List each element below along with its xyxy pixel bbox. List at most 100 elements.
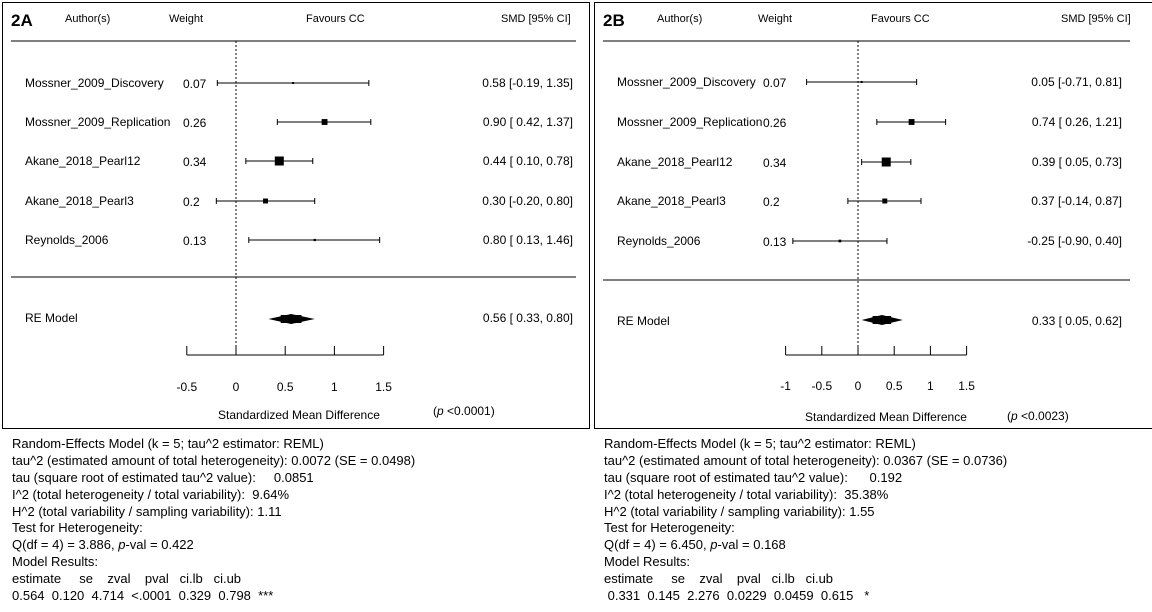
x-axis-label: Standardized Mean Difference [218, 408, 380, 422]
point-estimate-box [860, 81, 863, 83]
study-name: Mossner_2009_Discovery [617, 75, 756, 89]
x-axis-label: Standardized Mean Difference [805, 410, 967, 424]
q-test-stat: Q(df = 4) = 6.450, [604, 537, 711, 553]
summary-band [280, 315, 302, 323]
p-value: <0.0001 [444, 404, 491, 418]
header-author: Author(s) [65, 13, 110, 25]
study-weight: 0.07 [763, 76, 787, 90]
study-rows: Mossner_2009_Discovery 0.07 0.58 [-0.19, 1… [25, 41, 573, 355]
study-name: Mossner_2009_Replication [25, 115, 170, 129]
summary-band [872, 316, 892, 324]
x-axis: -1 -0.5 0 0.5 1 1.5 [780, 346, 975, 393]
x-tick-label: 0.5 [886, 379, 903, 393]
point-estimate-box [881, 157, 891, 167]
point-estimate-box [882, 198, 888, 204]
study-weight: 0.2 [763, 195, 780, 209]
point-estimate-box [908, 119, 915, 125]
study-name: Akane_2018_Pearl3 [25, 194, 134, 208]
q-test-p-symbol: p [118, 537, 126, 553]
study-name: Mossner_2009_Replication [617, 115, 762, 129]
header-favours: Favours CC [306, 13, 365, 25]
results-values: 0.331 0.145 2.276 0.0229 0.0459 0.615 * [604, 588, 870, 604]
model-results-title: Model Results: [12, 554, 98, 570]
tau2-line: tau^2 (estimated amount of total heterog… [12, 452, 416, 468]
study-weight: 0.07 [183, 77, 207, 91]
h2-line: H^2 (total variability / sampling variab… [12, 503, 282, 519]
model-description: Random-Effects Model (k = 5; tau^2 estim… [604, 436, 916, 451]
heterogeneity-title: Test for Heterogeneity: [604, 520, 735, 536]
x-tick-label: -0.5 [176, 380, 197, 394]
study-row: Akane_2018_Pearl3 0.2 0.37 [-0.14, 0.87] [617, 194, 1122, 209]
study-row: Mossner_2009_Replication 0.26 0.90 [ 0.42,… [25, 115, 573, 130]
study-weight: 0.2 [183, 195, 200, 209]
p-symbol: p [1010, 409, 1018, 423]
x-tick-label: 1 [331, 380, 338, 394]
tau-line: tau (square root of estimated tau^2 valu… [12, 469, 314, 485]
i2-line: I^2 (total heterogeneity / total variabi… [604, 486, 889, 502]
summary-label: RE Model [25, 311, 78, 325]
x-tick-label: -0.5 [811, 379, 832, 393]
q-test-pval: -val = 0.422 [125, 537, 194, 553]
point-estimate-box [321, 119, 328, 125]
x-tick-label: 0.5 [277, 380, 294, 394]
study-ci-text: 0.80 [ 0.13, 1.46] [483, 233, 573, 247]
summary-ci: 0.33 [ 0.05, 0.62] [1032, 314, 1122, 328]
study-weight: 0.13 [183, 234, 207, 248]
x-tick-label: 0 [855, 379, 862, 393]
study-weight: 0.34 [183, 155, 207, 169]
p-value-note: (p <0.0001) [433, 404, 495, 418]
study-weight: 0.34 [763, 156, 787, 170]
results-values: 0.564 0.120 4.714 <.0001 0.329 0.798 *** [12, 588, 274, 604]
study-ci-text: 0.37 [-0.14, 0.87] [1031, 194, 1122, 208]
study-row: Reynolds_2006 0.13 -0.25 [-0.90, 0.40] [617, 234, 1122, 249]
q-test-line: Q(df = 4) = 3.886, p-val = 0.422 [12, 537, 572, 554]
study-ci-text: 0.44 [ 0.10, 0.78] [483, 154, 573, 168]
panel-label: 2B [603, 11, 625, 30]
heterogeneity-title: Test for Heterogeneity: [12, 520, 143, 536]
header-author: Author(s) [657, 13, 702, 25]
header-favours: Favours CC [871, 13, 930, 25]
p-value: <0.0023 [1018, 409, 1065, 423]
point-estimate-box [263, 198, 268, 204]
x-tick-label: -1 [780, 379, 791, 393]
model-description: Random-Effects Model (k = 5; tau^2 estim… [12, 436, 324, 451]
study-ci-text: 0.30 [-0.20, 0.80] [482, 194, 573, 208]
header-weight: Weight [169, 13, 203, 25]
study-row: Mossner_2009_Discovery 0.07 0.05 [-0.71, 0… [617, 75, 1122, 90]
study-rows: Mossner_2009_Discovery 0.07 0.05 [-0.71, 0… [617, 41, 1122, 355]
point-estimate-box [838, 239, 842, 243]
x-tick-label: 1.5 [375, 380, 392, 394]
study-row: Akane_2018_Pearl3 0.2 0.30 [-0.20, 0.80] [25, 194, 573, 209]
i2-line: I^2 (total heterogeneity / total variabi… [12, 486, 290, 502]
study-weight: 0.26 [183, 116, 207, 130]
study-name: Reynolds_2006 [617, 234, 701, 248]
p-symbol: p [436, 404, 444, 418]
x-tick-label: 1.5 [958, 379, 975, 393]
tau2-line: tau^2 (estimated amount of total heterog… [604, 452, 1008, 468]
point-estimate-box [292, 82, 295, 84]
study-row: Akane_2018_Pearl12 0.34 0.44 [ 0.10, 0.78] [25, 154, 573, 169]
study-ci-text: 0.74 [ 0.26, 1.21] [1032, 115, 1122, 129]
h2-line: H^2 (total variability / sampling variab… [604, 503, 875, 519]
study-ci-text: 0.58 [-0.19, 1.35] [482, 76, 573, 90]
model-stats-right: Random-Effects Model (k = 5; tau^2 estim… [604, 436, 1152, 605]
tau-line: tau (square root of estimated tau^2 valu… [604, 469, 903, 485]
study-ci-text: 0.39 [ 0.05, 0.73] [1032, 155, 1122, 169]
point-estimate-box [313, 238, 316, 242]
study-name: Akane_2018_Pearl3 [617, 194, 726, 208]
q-test-line: Q(df = 4) = 6.450, p-val = 0.168 [604, 537, 1152, 554]
header-smd: SMD [95% CI] [501, 13, 571, 25]
study-ci-text: 0.90 [ 0.42, 1.37] [483, 115, 573, 129]
results-columns: estimate se zval pval ci.lb ci.ub [604, 571, 834, 587]
x-axis: -0.5 0 0.5 1 1.5 [176, 346, 392, 394]
point-estimate-box [274, 156, 284, 166]
model-results-title: Model Results: [604, 554, 690, 570]
model-stats-left: Random-Effects Model (k = 5; tau^2 estim… [12, 436, 572, 605]
forest-plot-2a: 2A Author(s) Weight Favours CC SMD [95% … [2, 2, 590, 429]
header-smd: SMD [95% CI] [1061, 13, 1131, 25]
p-value-note: (p <0.0023) [1007, 409, 1069, 423]
x-tick-label: 0 [233, 380, 240, 394]
study-name: Akane_2018_Pearl12 [617, 155, 733, 169]
study-row: Akane_2018_Pearl12 0.34 0.39 [ 0.05, 0.73] [617, 155, 1122, 170]
summary-label: RE Model [617, 314, 670, 328]
